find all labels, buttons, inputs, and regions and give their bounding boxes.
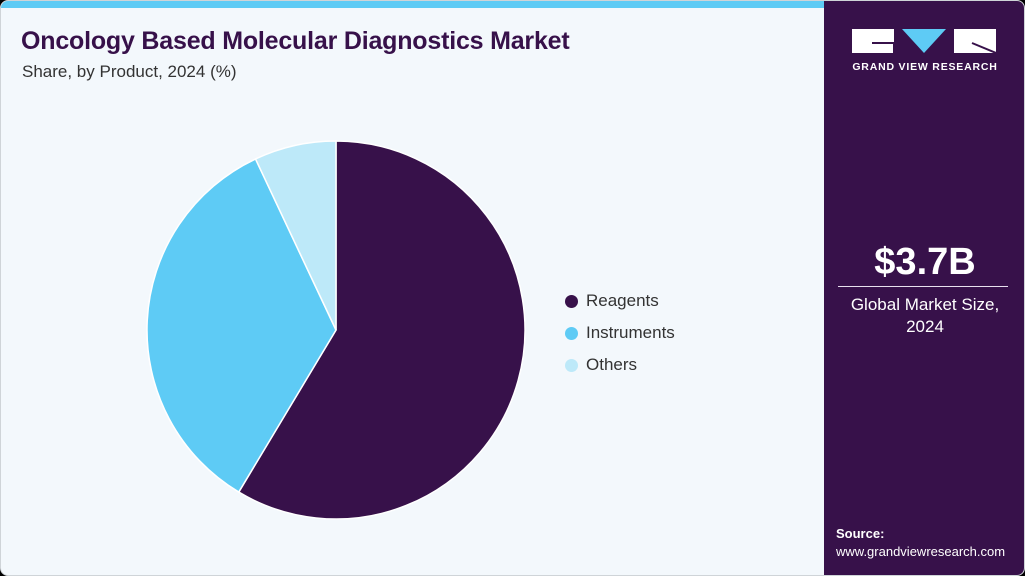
market-size-value: $3.7B xyxy=(874,241,976,283)
pie-chart xyxy=(146,140,526,520)
caption-line-2: 2024 xyxy=(906,317,944,336)
legend-item-others: Others xyxy=(565,349,675,381)
chart-subtitle: Share, by Product, 2024 (%) xyxy=(22,62,237,81)
chart-legend: Reagents Instruments Others xyxy=(565,285,675,381)
divider xyxy=(838,286,1008,287)
legend-item-instruments: Instruments xyxy=(565,317,675,349)
legend-label: Instruments xyxy=(586,323,675,342)
pie-slice-others xyxy=(254,140,337,331)
legend-dot-icon xyxy=(565,294,578,308)
legend-label: Reagents xyxy=(586,291,659,310)
accent-bar xyxy=(1,1,824,8)
market-size-caption: Global Market Size, 2024 xyxy=(824,294,1024,338)
legend-item-reagents: Reagents xyxy=(565,285,675,317)
chart-title: Oncology Based Molecular Diagnostics Mar… xyxy=(21,27,570,55)
pie-slice-instruments xyxy=(146,157,337,494)
grand-view-research-logo-icon xyxy=(852,29,996,54)
pie-slice-reagents xyxy=(237,140,526,520)
legend-label: Others xyxy=(586,355,638,374)
legend-dot-icon xyxy=(565,326,578,340)
sidebar-panel: GRAND VIEW RESEARCH $3.7B Global Market … xyxy=(824,1,1024,575)
brand-name: GRAND VIEW RESEARCH xyxy=(852,61,998,73)
source-link[interactable]: www.grandviewresearch.com xyxy=(836,544,1006,559)
caption-line-1: Global Market Size, xyxy=(850,295,1000,314)
source-label: Source: xyxy=(836,526,885,541)
legend-dot-icon xyxy=(565,358,578,372)
